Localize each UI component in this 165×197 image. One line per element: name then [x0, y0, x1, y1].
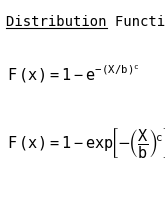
Text: $\mathtt{F\,(x)=1-e^{-(X/b)^{c}}}$: $\mathtt{F\,(x)=1-e^{-(X/b)^{c}}}$	[7, 64, 139, 85]
Text: $\mathtt{F\,(x)=1-exp}\!\left[-\!\left(\dfrac{\mathtt{X}}{\mathtt{b}}\right)^{\!: $\mathtt{F\,(x)=1-exp}\!\left[-\!\left(\…	[7, 126, 165, 160]
Text: Distribution Function: Distribution Function	[6, 15, 165, 29]
